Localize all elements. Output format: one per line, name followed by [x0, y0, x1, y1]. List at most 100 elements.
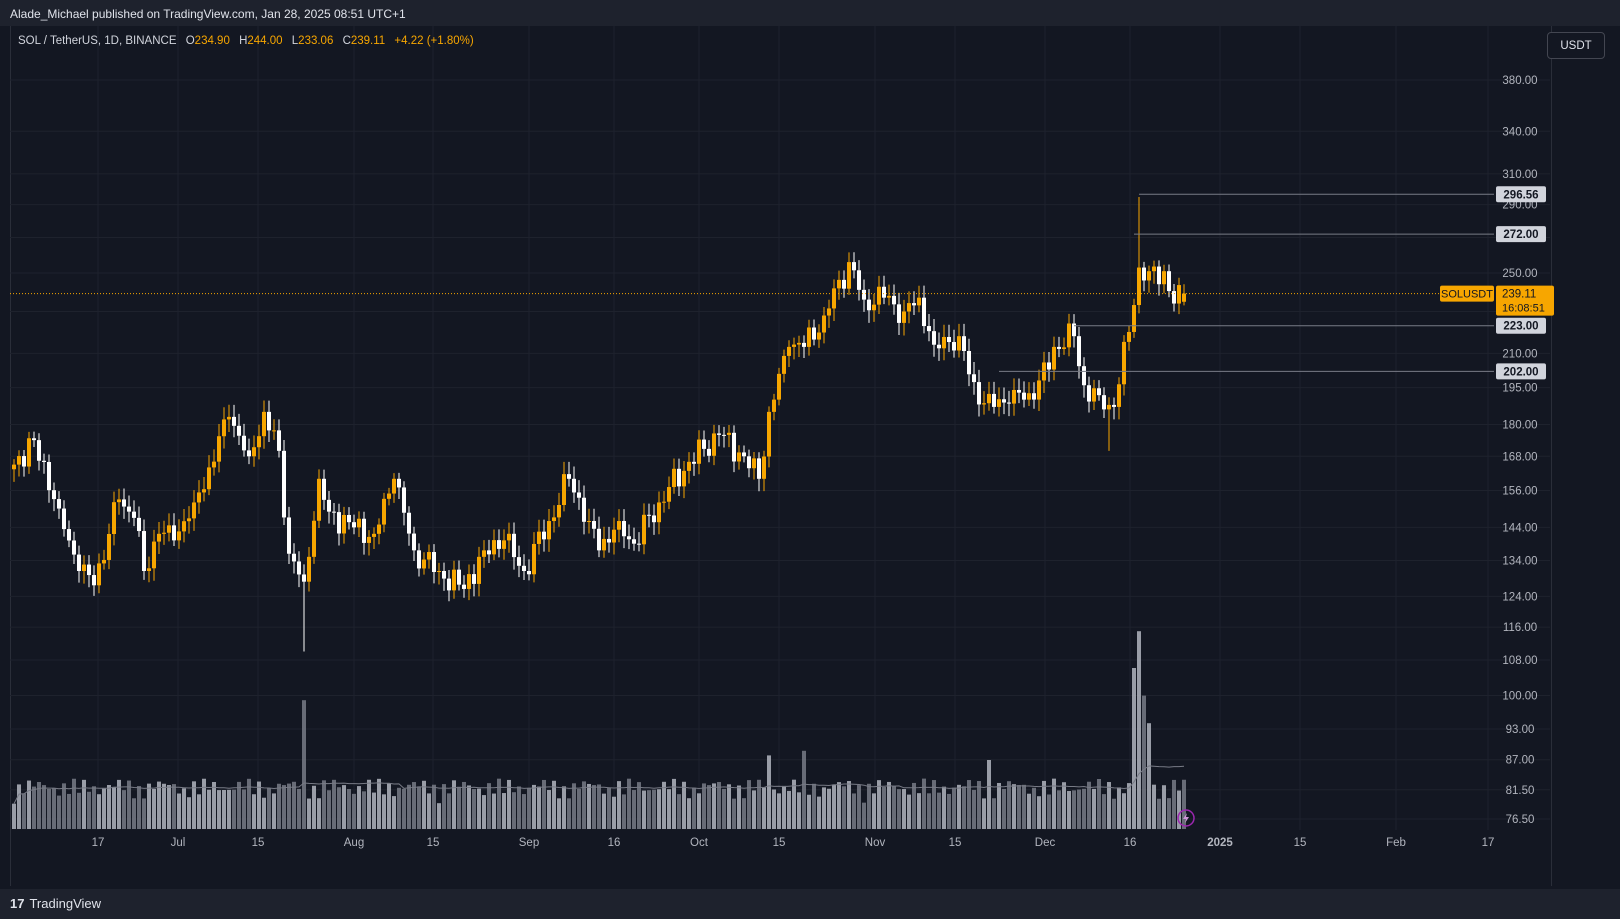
volume-bar: [1182, 779, 1186, 829]
candle: [822, 307, 826, 344]
date-tick-label: 15: [252, 837, 265, 849]
volume-bar: [57, 795, 61, 829]
candle: [1167, 264, 1171, 298]
level-price-label: 202.00: [1503, 366, 1538, 378]
volume-bar: [1147, 723, 1151, 829]
symbol-tag-label: SOLUSDT: [1441, 289, 1493, 301]
date-tick-label: 15: [427, 837, 440, 849]
candle: [292, 543, 296, 574]
tradingview-brand[interactable]: 17 TradingView: [10, 896, 101, 911]
volume-bar: [672, 778, 676, 829]
level-price-label: 296.56: [1503, 189, 1538, 201]
currency-unit-button[interactable]: USDT: [1547, 32, 1605, 59]
candle-body: [227, 416, 231, 420]
volume-bar: [622, 794, 626, 829]
candle: [252, 435, 256, 467]
candle: [1032, 382, 1036, 409]
candle-body: [822, 315, 826, 333]
candle-body: [982, 403, 986, 405]
volume-bar: [502, 793, 506, 829]
candle: [807, 319, 811, 356]
candle: [1127, 325, 1131, 351]
candle: [1017, 378, 1021, 404]
candle-body: [972, 374, 976, 383]
symbol-tag: [1440, 285, 1494, 302]
volume-bar: [472, 789, 476, 829]
candle: [967, 338, 971, 387]
candle: [557, 492, 561, 527]
candle: [592, 508, 596, 539]
candle-body: [697, 439, 701, 464]
volume-bar: [162, 783, 166, 829]
candle-body: [937, 344, 941, 349]
candle: [682, 460, 686, 499]
candle: [637, 532, 641, 552]
volume-bar: [812, 783, 816, 829]
candle-body: [1067, 323, 1071, 348]
volume-bar: [112, 786, 116, 829]
candle: [1002, 387, 1006, 415]
volume-bar: [607, 788, 611, 829]
volume-bar: [747, 780, 751, 829]
candle-body: [497, 540, 501, 549]
candle-body: [582, 497, 586, 522]
volume-bar: [862, 802, 866, 829]
candle: [632, 527, 636, 551]
horizontal-levels: 296.56 272.00 223.00 202.00: [999, 186, 1546, 380]
candle-body: [637, 543, 641, 545]
volume-bar: [82, 779, 86, 829]
volume-bar: [587, 783, 591, 829]
candle: [372, 527, 376, 550]
volume-bar: [1037, 796, 1041, 829]
price-tick-label: 290.00: [1502, 200, 1537, 212]
candle-body: [287, 517, 291, 554]
volume-bar: [882, 786, 886, 829]
candle: [1077, 327, 1081, 379]
volume-bar: [1072, 790, 1076, 829]
candle: [177, 519, 181, 549]
candle-body: [127, 506, 131, 512]
candle-body: [782, 355, 786, 374]
candle: [217, 423, 221, 473]
volume-bar: [1157, 798, 1161, 829]
candle-body: [502, 540, 506, 549]
volume-bar: [1172, 779, 1176, 829]
candle: [827, 299, 831, 328]
candle: [562, 461, 566, 512]
candle: [152, 529, 156, 581]
candle-body: [1062, 347, 1066, 349]
date-tick-label: Jul: [171, 837, 186, 849]
candle: [902, 299, 906, 336]
candle-body: [62, 508, 66, 530]
volume-bar: [332, 779, 336, 829]
brand-name: TradingView: [29, 896, 102, 911]
candle: [527, 559, 531, 581]
candle: [87, 555, 91, 588]
candle: [702, 430, 706, 457]
candle-body: [142, 531, 146, 572]
candle: [302, 564, 306, 652]
volume-bar: [642, 790, 646, 829]
candle-body: [572, 478, 576, 493]
candle-body: [557, 505, 561, 518]
volume-bar: [737, 785, 741, 829]
candle: [1037, 369, 1041, 412]
candle-body: [137, 517, 141, 532]
candle-body: [722, 434, 726, 436]
candle-body: [272, 430, 276, 432]
date-tick-label: Sep: [519, 837, 539, 849]
candle: [797, 335, 801, 358]
candle-body: [1027, 393, 1031, 400]
date-tick-label: 15: [773, 837, 786, 849]
candle-body: [417, 550, 421, 569]
volume-bar: [507, 779, 511, 829]
candle-body: [807, 327, 811, 347]
candle-body: [587, 521, 591, 523]
candle: [752, 452, 756, 480]
candle-body: [447, 578, 451, 591]
candle: [1102, 387, 1106, 418]
candle: [767, 406, 771, 468]
candle-body: [247, 450, 251, 457]
volume-bar: [277, 783, 281, 829]
